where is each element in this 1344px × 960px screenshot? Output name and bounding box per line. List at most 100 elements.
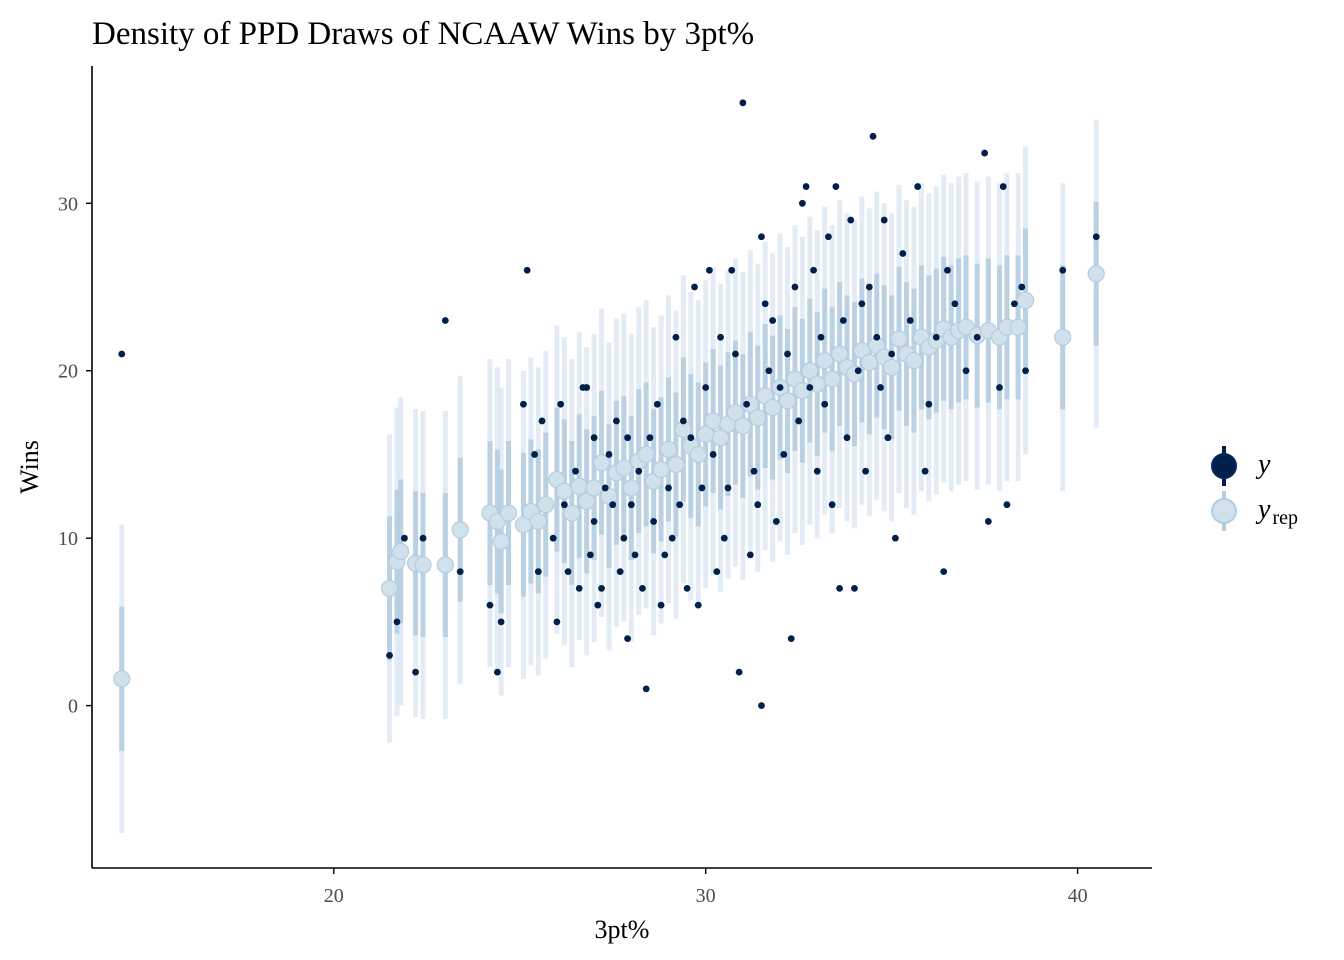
yrep-point [499, 504, 518, 522]
x-tick-label: 40 [1068, 885, 1088, 907]
yrep-point [113, 670, 131, 688]
yrep-points [113, 265, 1105, 688]
y-point [572, 467, 579, 475]
y-point [590, 518, 598, 525]
yrep-point [392, 542, 410, 561]
y-point [858, 300, 866, 308]
y-point [494, 668, 501, 676]
y-point [776, 384, 784, 391]
y-ticks: 0 10 20 30 [58, 193, 92, 718]
y-point [713, 568, 721, 576]
yrep-point [667, 455, 685, 474]
y-point [810, 266, 817, 274]
y-points [118, 99, 1100, 709]
y-point [746, 551, 754, 559]
yrep-point [801, 362, 819, 380]
y-point [795, 417, 803, 425]
y-point [984, 518, 992, 525]
y-point [765, 367, 773, 375]
y-point [1059, 266, 1067, 274]
y-point [557, 400, 565, 408]
x-ticks: 20 30 40 [324, 868, 1088, 907]
yrep-point [741, 395, 759, 413]
legend-label-yrep-sub: rep [1272, 507, 1298, 529]
y-point [706, 266, 713, 274]
y-point [802, 183, 810, 190]
y-point [676, 501, 684, 509]
y-point [118, 350, 126, 358]
yrep-point [451, 521, 469, 539]
y-point [999, 183, 1007, 190]
y-point [679, 417, 687, 425]
y-point [520, 400, 527, 408]
legend-key-yrep [1211, 491, 1237, 531]
yrep-point [529, 512, 547, 531]
y-point [758, 233, 765, 241]
x-tick-label: 20 [324, 885, 344, 907]
y-point [877, 384, 884, 391]
yrep-point [816, 352, 834, 370]
y-point [601, 484, 609, 492]
y-point [627, 501, 635, 509]
y-point [694, 601, 702, 609]
yrep-point [652, 460, 670, 479]
y-point [531, 451, 538, 458]
y-point [598, 584, 605, 592]
y-point [873, 333, 881, 341]
y-point [1010, 300, 1018, 308]
y-point [1003, 501, 1011, 509]
y-point [538, 417, 546, 425]
y-point [620, 534, 628, 542]
y-point [717, 333, 724, 341]
yrep-point [1009, 318, 1027, 336]
yrep-point [436, 556, 454, 574]
y-point [921, 467, 929, 475]
y-point [419, 534, 427, 542]
yrep-point [764, 398, 782, 417]
y-point [412, 668, 419, 676]
yrep-point [563, 504, 581, 522]
yrep-point [570, 477, 588, 495]
y-point [754, 501, 762, 509]
y-tick-label: 0 [68, 696, 78, 718]
y-point [836, 584, 843, 592]
y-point [925, 400, 933, 408]
y-point [899, 250, 907, 257]
y-point [825, 233, 832, 241]
y-point [851, 584, 858, 592]
yrep-point [578, 492, 596, 510]
y-point [940, 568, 948, 576]
y-tick-label: 30 [58, 193, 78, 215]
y-point [642, 685, 650, 693]
y-point [393, 618, 401, 626]
y-point [884, 434, 892, 442]
yrep-point [585, 479, 603, 497]
y-axis-title: Wins [15, 440, 44, 494]
y-point [769, 317, 777, 324]
y-point [497, 618, 505, 626]
y-point [843, 434, 851, 442]
y-point [624, 635, 631, 643]
legend-label-y-text: y [1255, 449, 1271, 480]
y-point [1092, 233, 1100, 241]
yrep-point [905, 352, 923, 370]
y-point [806, 384, 814, 391]
y-point [687, 434, 695, 442]
y-point [732, 350, 739, 358]
y-point [583, 384, 591, 391]
y-point [981, 149, 989, 157]
y-point [847, 216, 855, 224]
y-point [534, 568, 542, 576]
y-point [720, 534, 728, 542]
legend-label-yrep-text: y [1255, 494, 1271, 525]
y-point [784, 350, 791, 358]
y-point [594, 601, 602, 609]
y-tick-label: 20 [58, 361, 78, 383]
yrep-point [1087, 265, 1105, 283]
y-point [586, 551, 594, 559]
y-point [758, 702, 765, 709]
y-point [739, 99, 747, 107]
y-point [932, 333, 940, 341]
y-point [657, 601, 665, 609]
yrep-point [778, 392, 797, 410]
